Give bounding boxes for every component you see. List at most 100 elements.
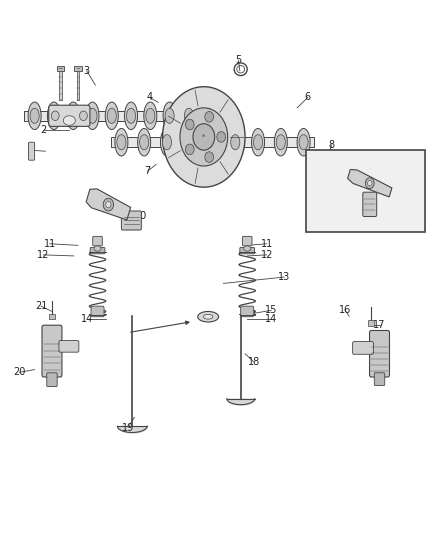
Ellipse shape [107,108,117,123]
Ellipse shape [183,128,196,156]
FancyBboxPatch shape [49,105,90,126]
FancyBboxPatch shape [374,373,385,385]
Text: 16: 16 [339,305,351,315]
FancyBboxPatch shape [242,236,252,246]
Bar [24,111,219,120]
Ellipse shape [88,108,97,123]
FancyBboxPatch shape [353,342,374,354]
FancyBboxPatch shape [240,247,254,254]
Bar [49,314,55,319]
FancyBboxPatch shape [121,211,141,230]
FancyBboxPatch shape [370,330,389,377]
Ellipse shape [162,135,172,150]
Ellipse shape [204,108,213,123]
Text: 2: 2 [40,125,46,135]
Circle shape [80,111,87,120]
Ellipse shape [254,135,263,150]
Ellipse shape [184,108,194,123]
Text: 6: 6 [305,92,311,102]
Text: 9: 9 [95,196,101,205]
Ellipse shape [185,135,194,150]
Text: 10: 10 [135,211,147,221]
Ellipse shape [69,108,78,123]
Circle shape [367,181,372,186]
Bar [77,71,79,100]
Ellipse shape [94,246,101,251]
Circle shape [217,132,226,142]
Text: 4: 4 [147,92,153,102]
Ellipse shape [30,108,39,123]
FancyBboxPatch shape [363,192,377,216]
Ellipse shape [47,102,60,130]
Text: 12: 12 [261,250,273,260]
Ellipse shape [208,135,217,150]
Bar [110,138,314,147]
Ellipse shape [86,102,99,130]
Text: 8: 8 [329,140,335,150]
Ellipse shape [160,128,173,156]
Bar [306,150,425,232]
Ellipse shape [138,128,151,156]
Polygon shape [86,189,131,220]
Circle shape [162,87,245,187]
Circle shape [185,119,194,130]
Ellipse shape [299,135,308,150]
Ellipse shape [251,128,265,156]
FancyBboxPatch shape [91,306,104,317]
Text: 3: 3 [84,66,90,76]
Ellipse shape [182,102,195,130]
Ellipse shape [124,102,138,130]
Text: 1: 1 [27,145,33,155]
Text: 11: 11 [261,239,273,249]
Polygon shape [348,169,392,197]
Text: 13: 13 [278,272,290,282]
Bar [57,66,64,71]
Text: 17: 17 [373,320,386,330]
Ellipse shape [115,128,128,156]
Ellipse shape [105,102,118,130]
FancyBboxPatch shape [93,236,102,246]
Text: 5: 5 [235,55,242,65]
Ellipse shape [146,108,155,123]
Text: 15: 15 [265,305,277,316]
Ellipse shape [244,246,251,251]
Circle shape [106,201,111,208]
Ellipse shape [276,135,286,150]
Ellipse shape [28,102,41,130]
Ellipse shape [49,108,58,123]
Text: 20: 20 [13,367,26,377]
Circle shape [205,152,213,163]
Ellipse shape [165,108,174,123]
FancyBboxPatch shape [59,341,79,352]
Circle shape [193,124,215,150]
Text: 11: 11 [44,239,56,249]
FancyBboxPatch shape [47,373,57,386]
Ellipse shape [163,102,176,130]
FancyBboxPatch shape [241,306,254,317]
Circle shape [185,144,194,155]
Ellipse shape [274,128,287,156]
Ellipse shape [229,128,242,156]
Ellipse shape [297,128,310,156]
Bar [60,71,62,100]
Ellipse shape [201,102,215,130]
Ellipse shape [198,311,219,322]
FancyBboxPatch shape [28,142,35,160]
Ellipse shape [203,314,213,319]
Text: 14: 14 [81,314,93,325]
Ellipse shape [67,102,80,130]
Ellipse shape [144,102,157,130]
Bar [74,66,81,71]
Text: 7: 7 [144,166,151,176]
FancyBboxPatch shape [42,325,62,377]
Ellipse shape [231,135,240,150]
Circle shape [180,108,228,166]
Ellipse shape [140,135,149,150]
Circle shape [365,178,374,189]
Text: 18: 18 [247,357,260,367]
Circle shape [103,198,113,211]
Text: 19: 19 [122,423,134,433]
Circle shape [51,111,59,120]
Ellipse shape [127,108,136,123]
Text: 21: 21 [35,301,47,311]
